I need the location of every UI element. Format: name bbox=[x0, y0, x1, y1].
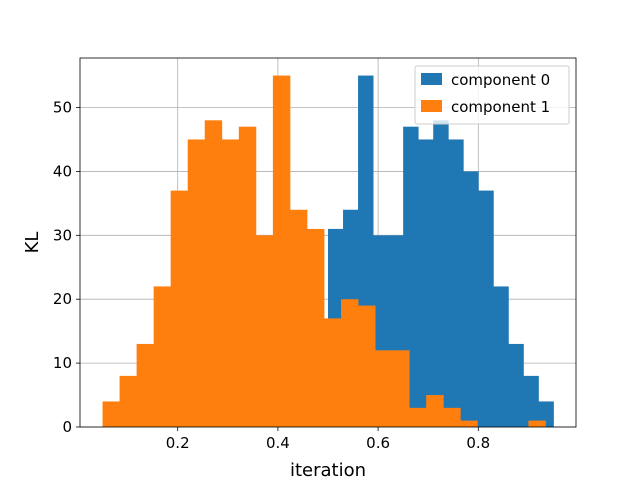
bar-series-0-bin-11 bbox=[493, 286, 509, 427]
bar-series-1-bin-14 bbox=[341, 299, 359, 427]
bar-series-1-bin-16 bbox=[375, 350, 393, 427]
bar-series-0-bin-6 bbox=[418, 139, 434, 427]
bar-series-1-bin-6 bbox=[204, 120, 223, 427]
bar-series-0-bin-7 bbox=[433, 120, 449, 427]
legend: component 0 component 1 bbox=[414, 65, 570, 125]
bar-series-1-bin-17 bbox=[392, 350, 410, 427]
bar-series-1-bin-2 bbox=[136, 343, 155, 427]
bar-series-1-bin-0 bbox=[102, 401, 120, 427]
bar-series-1-bin-20 bbox=[443, 407, 461, 427]
bar-series-1-bin-25 bbox=[528, 420, 546, 427]
bar-series-0-bin-10 bbox=[478, 190, 494, 427]
legend-label-component-1: component 1 bbox=[451, 98, 550, 116]
bar-series-0-bin-8 bbox=[448, 139, 464, 427]
legend-box bbox=[414, 65, 570, 125]
x-tick-label-0: 0.2 bbox=[166, 434, 190, 452]
bar-series-1-bin-7 bbox=[221, 139, 240, 427]
x-tick-label-1: 0.4 bbox=[266, 434, 290, 452]
y-axis-title: KL bbox=[22, 232, 43, 254]
y-tick-label-0: 0 bbox=[62, 418, 72, 436]
legend-swatch-component-0 bbox=[421, 73, 442, 85]
histogram-bars bbox=[102, 75, 554, 428]
legend-swatch-component-1 bbox=[421, 100, 442, 112]
bar-series-1-bin-5 bbox=[187, 139, 206, 427]
bar-series-1-bin-4 bbox=[170, 190, 189, 427]
y-tick-label-4: 40 bbox=[53, 162, 72, 180]
x-axis-title: iteration bbox=[290, 460, 366, 480]
bar-series-1-bin-1 bbox=[119, 375, 138, 427]
bar-series-1-bin-10 bbox=[272, 75, 291, 428]
y-tick-label-1: 10 bbox=[53, 354, 72, 372]
bar-series-1-bin-21 bbox=[460, 420, 478, 427]
bar-series-1-bin-9 bbox=[255, 235, 274, 427]
x-tick-label-2: 0.6 bbox=[366, 434, 390, 452]
bar-series-0-bin-12 bbox=[508, 343, 524, 427]
legend-label-component-0: component 0 bbox=[451, 71, 550, 89]
plot-frame bbox=[79, 57, 577, 428]
bar-series-1-bin-11 bbox=[289, 209, 308, 427]
bar-series-1-bin-18 bbox=[409, 407, 427, 427]
y-tick-label-3: 30 bbox=[53, 226, 72, 244]
bar-series-1-bin-12 bbox=[306, 228, 325, 427]
y-tick-label-2: 20 bbox=[53, 290, 72, 308]
bar-series-1-bin-8 bbox=[238, 126, 257, 428]
y-tick-label-5: 50 bbox=[53, 99, 72, 117]
bar-series-0-bin-9 bbox=[463, 171, 479, 427]
bar-series-0-bin-13 bbox=[523, 375, 539, 427]
bar-series-1-bin-15 bbox=[358, 305, 376, 427]
axis-ticks: 0.2 0.4 0.6 0.8 0 10 20 30 40 50 bbox=[53, 99, 490, 452]
bar-series-1-bin-3 bbox=[153, 286, 172, 427]
bar-series-1-bin-19 bbox=[426, 395, 444, 427]
x-tick-label-3: 0.8 bbox=[466, 434, 490, 452]
bar-series-1-bin-13 bbox=[323, 318, 342, 427]
